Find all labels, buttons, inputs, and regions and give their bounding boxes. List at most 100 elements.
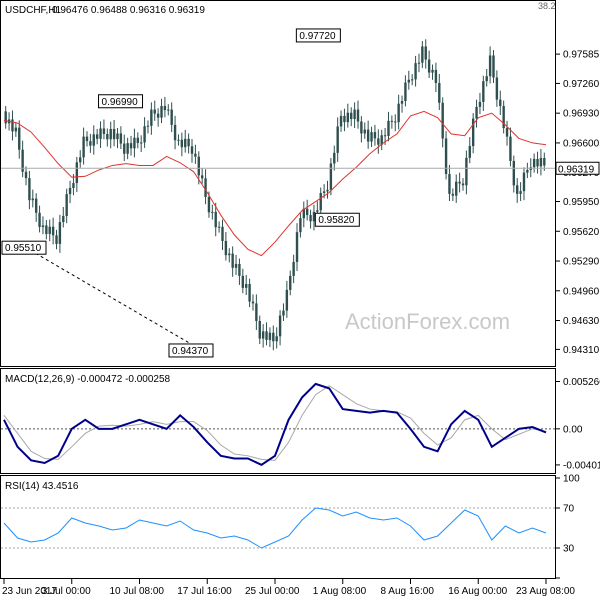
candle-body xyxy=(119,133,123,144)
price-y-tick-label: 0.97260 xyxy=(563,79,600,90)
x-tick-label: 16 Aug 00:00 xyxy=(448,586,507,597)
candle-body xyxy=(343,115,346,123)
x-tick-label: 23 Jun 2017 xyxy=(2,586,57,597)
candle-body xyxy=(251,301,255,304)
candle-body xyxy=(255,303,258,321)
price-y-tick-label: 0.96600 xyxy=(563,138,600,149)
candle-body xyxy=(245,284,248,288)
candle-body xyxy=(370,132,373,142)
candle-body xyxy=(438,82,441,103)
current-price-box xyxy=(555,161,600,175)
macd-title: MACD(12,26,9) -0.000472 -0.000258 xyxy=(5,374,171,385)
candle-body xyxy=(299,218,302,233)
candle-body xyxy=(153,109,156,114)
candle-body xyxy=(41,225,45,227)
candle-body xyxy=(292,261,295,276)
candle-body xyxy=(180,139,184,148)
candle-body xyxy=(82,136,85,158)
candle-body xyxy=(407,79,411,83)
macd-y-tick-label: 0.00 xyxy=(563,424,583,435)
candle-body xyxy=(404,82,407,101)
candle-body xyxy=(190,146,194,154)
candle-body xyxy=(231,253,234,268)
price-y-tick-label: 0.95950 xyxy=(563,197,600,208)
candle-body xyxy=(441,102,444,139)
candle-body xyxy=(289,275,292,290)
candle-body xyxy=(211,211,214,213)
price-y-tick-label: 0.94960 xyxy=(563,286,600,297)
candle-body xyxy=(72,183,75,188)
rsi-y-tick-label: 100 xyxy=(563,474,580,485)
candle-body xyxy=(204,178,207,198)
candle-body xyxy=(360,121,363,134)
candle-body xyxy=(112,128,116,140)
candle-body xyxy=(85,136,89,142)
candle-body xyxy=(427,59,431,73)
candle-body xyxy=(55,235,58,244)
candle-body xyxy=(336,126,339,153)
candle-body xyxy=(221,226,224,241)
candle-body xyxy=(133,137,136,149)
current-price-tag: 0.96319 xyxy=(555,161,600,175)
candle-body xyxy=(75,162,79,184)
candle-body xyxy=(241,275,245,288)
price-moving-average-line xyxy=(3,110,547,257)
candle-body xyxy=(295,232,299,262)
candle-body xyxy=(65,194,68,216)
candle-body xyxy=(150,109,153,126)
macd-y-tick-label: -0.004011 xyxy=(563,460,600,471)
candle-body xyxy=(184,138,187,148)
support-trendline xyxy=(14,240,192,345)
candle-body xyxy=(4,111,7,124)
price-y-tick-label: 0.95620 xyxy=(563,227,600,238)
price-y-tick-label: 0.97585 xyxy=(563,50,600,61)
candle-body xyxy=(363,129,366,134)
candle-body xyxy=(214,211,217,228)
price-callout-label: 0.95510 xyxy=(5,243,42,254)
candle-body xyxy=(316,210,319,212)
candle-body xyxy=(468,146,471,158)
candle-body xyxy=(475,106,478,119)
candle-body xyxy=(265,331,268,340)
candle-body xyxy=(234,263,238,268)
candle-body xyxy=(11,119,14,132)
candle-body xyxy=(187,138,190,147)
candle-body xyxy=(509,136,512,161)
candle-body xyxy=(197,156,200,176)
candle-body xyxy=(258,320,261,339)
candle-body xyxy=(24,171,28,179)
candle-body xyxy=(224,240,228,256)
candle-body xyxy=(163,105,167,111)
x-tick-label: 25 Jul 00:00 xyxy=(245,586,300,597)
candle-body xyxy=(109,128,112,140)
price-panel-frame xyxy=(0,0,556,367)
candle-body xyxy=(173,124,177,141)
candle-body xyxy=(543,158,546,166)
candle-body xyxy=(21,149,24,172)
price-callout-box xyxy=(314,212,360,227)
candle-body xyxy=(431,69,434,73)
candle-body xyxy=(248,284,251,302)
candle-body xyxy=(106,133,109,140)
candle-body xyxy=(366,129,370,142)
candle-body xyxy=(451,193,455,196)
candle-body xyxy=(482,81,485,102)
candle-body xyxy=(170,109,173,125)
candle-body xyxy=(478,101,482,107)
candle-body xyxy=(207,197,211,213)
candle-body xyxy=(502,105,505,129)
candle-body xyxy=(309,215,312,222)
candle-body xyxy=(99,128,102,139)
candle-body xyxy=(448,174,451,194)
candle-body xyxy=(143,126,146,143)
candle-body xyxy=(302,208,305,219)
price-callout-label: 0.95820 xyxy=(318,215,355,226)
candle-body xyxy=(228,253,231,256)
candle-body xyxy=(68,188,72,195)
price-ohlc: 0.96476 0.96488 0.96316 0.96319 xyxy=(52,5,205,16)
candle-body xyxy=(217,226,221,228)
candle-body xyxy=(356,109,360,122)
candle-body xyxy=(272,332,275,342)
candle-body xyxy=(380,135,383,145)
candle-body xyxy=(458,181,461,184)
